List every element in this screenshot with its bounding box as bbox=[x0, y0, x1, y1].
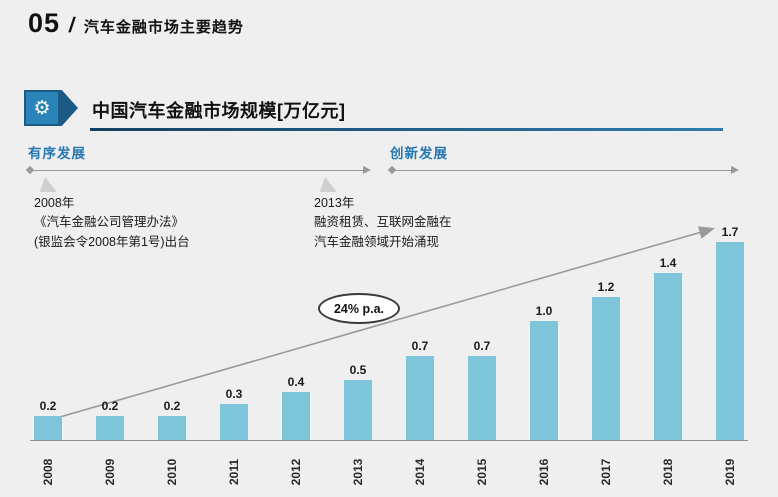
bar-group: 0.5 2013 bbox=[344, 225, 372, 489]
bar-value-label: 0.2 bbox=[39, 399, 57, 413]
bar-group: 1.2 2017 bbox=[592, 225, 620, 489]
bar-category-label: 2013 bbox=[351, 458, 365, 486]
bar-chart-bars: 0.2 2008 0.2 2009 0.2 2010 0.3 2011 0.4 2012 0.5 20… bbox=[34, 225, 744, 489]
bar-value-label: 0.3 bbox=[225, 387, 243, 401]
bar-category-label: 2018 bbox=[661, 458, 675, 486]
bar-category-label: 2016 bbox=[537, 458, 551, 486]
bar bbox=[282, 392, 310, 440]
bar-value-label: 0.2 bbox=[163, 399, 181, 413]
phase-arrow-left bbox=[25, 165, 371, 175]
bar-category-label: 2015 bbox=[475, 458, 489, 486]
bar-chart: 24% p.a. 0.2 2008 0.2 2009 0.2 2010 0.3 2011 0.4… bbox=[30, 225, 748, 491]
callout-line: 2008年 bbox=[34, 196, 75, 210]
bar bbox=[654, 273, 682, 440]
bar-group: 0.2 2010 bbox=[158, 225, 186, 489]
bar-value-label: 0.2 bbox=[101, 399, 119, 413]
bar bbox=[406, 356, 434, 440]
bar-category-label: 2019 bbox=[723, 458, 737, 486]
bar-category-label: 2008 bbox=[41, 458, 55, 486]
bar-group: 1.7 2019 bbox=[716, 225, 744, 489]
bar-category-label: 2010 bbox=[165, 458, 179, 486]
arrow-head-icon bbox=[363, 166, 371, 174]
bar-value-label: 0.5 bbox=[349, 363, 367, 377]
bar-group: 1.4 2018 bbox=[654, 225, 682, 489]
bar-group: 0.4 2012 bbox=[282, 225, 310, 489]
bar-value-label: 1.4 bbox=[659, 256, 677, 270]
bar-category-label: 2012 bbox=[289, 458, 303, 486]
bar-value-label: 0.7 bbox=[473, 339, 491, 353]
bar bbox=[344, 380, 372, 440]
chart-title: 中国汽车金融市场规模[万亿元] bbox=[92, 101, 346, 121]
title-underline bbox=[90, 128, 723, 131]
callout-line: (银监会令2008年第1号)出台 bbox=[34, 234, 190, 249]
page-title-text: 汽车金融市场主要趋势 bbox=[83, 19, 244, 36]
phase-label-ordered-development: 有序发展 bbox=[28, 146, 86, 161]
gears-icon: ⚙ bbox=[24, 90, 78, 126]
bar bbox=[592, 297, 620, 440]
trend-arrow bbox=[45, 226, 716, 422]
bar bbox=[34, 416, 62, 440]
bar-value-label: 0.4 bbox=[287, 375, 305, 389]
callout-2013: 2013年 融资租赁、互联网金融在 汽车金融领域开始涌现 bbox=[314, 194, 584, 252]
callout-line: 《汽车金融公司管理办法》 bbox=[34, 215, 185, 230]
callout-tail-icon bbox=[40, 177, 57, 192]
callout-line: 融资租赁、互联网金融在 bbox=[314, 215, 452, 230]
bar-group: 0.7 2015 bbox=[468, 225, 496, 489]
callout-line: 汽车金融领域开始涌现 bbox=[314, 234, 440, 249]
bar-value-label: 1.0 bbox=[535, 304, 553, 318]
bar-group: 0.7 2014 bbox=[406, 225, 434, 489]
bar bbox=[530, 321, 558, 440]
growth-rate-badge: 24% p.a. bbox=[318, 293, 400, 324]
bar-group: 0.2 2009 bbox=[96, 225, 124, 489]
bar-group: 0.2 2008 bbox=[34, 225, 62, 489]
callout-tail-icon bbox=[320, 177, 337, 192]
bar-value-label: 1.7 bbox=[721, 225, 739, 239]
bar-group: 1.0 2016 bbox=[530, 225, 558, 489]
x-axis-line bbox=[30, 440, 748, 441]
bar-category-label: 2014 bbox=[413, 458, 427, 486]
bar bbox=[716, 242, 744, 440]
bar bbox=[468, 356, 496, 440]
phase-label-innovative-development: 创新发展 bbox=[390, 146, 448, 161]
phase-arrow-right bbox=[387, 165, 739, 175]
arrow-tail-diamond bbox=[387, 165, 397, 175]
callout-line: 2013年 bbox=[314, 196, 355, 210]
page-title: 05 / 汽车金融市场主要趋势 bbox=[28, 8, 244, 39]
bar-group: 0.3 2011 bbox=[220, 225, 248, 489]
gear-glyph: ⚙ bbox=[26, 92, 58, 124]
bar-value-label: 1.2 bbox=[597, 280, 615, 294]
bar-category-label: 2017 bbox=[599, 458, 613, 486]
bar-category-label: 2011 bbox=[227, 458, 241, 486]
arrow-head-icon bbox=[731, 166, 739, 174]
bar-value-label: 0.7 bbox=[411, 339, 429, 353]
bar bbox=[220, 404, 248, 440]
arrow-tail-diamond bbox=[25, 165, 35, 175]
title-separator: / bbox=[67, 14, 77, 37]
page-number: 05 bbox=[28, 8, 61, 38]
bar bbox=[96, 416, 124, 440]
bar-category-label: 2009 bbox=[103, 458, 117, 486]
callout-2008: 2008年 《汽车金融公司管理办法》 (银监会令2008年第1号)出台 bbox=[34, 194, 304, 252]
bar bbox=[158, 416, 186, 440]
